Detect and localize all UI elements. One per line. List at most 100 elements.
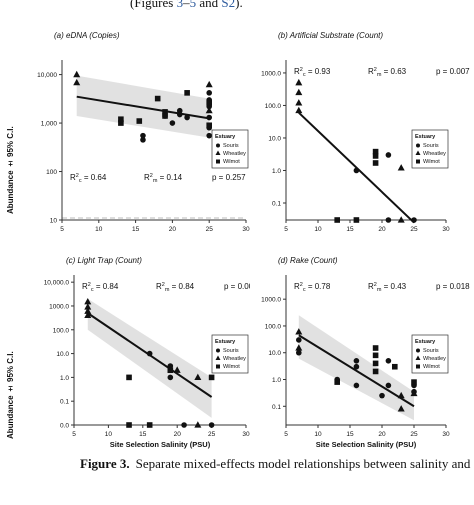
data-point-square: [334, 217, 340, 223]
x-tick-label: 10: [314, 226, 322, 233]
panel-title: (a) eDNA (Copies): [54, 31, 120, 40]
data-point-square: [372, 148, 379, 155]
x-tick-label: 15: [346, 431, 354, 438]
data-point-circle: [169, 120, 176, 126]
legend-marker-triangle: [215, 150, 221, 155]
data-point-triangle: [173, 366, 181, 373]
y-tick-label: 1,000: [41, 121, 58, 128]
data-point-square: [118, 120, 124, 126]
legend-marker-square: [416, 364, 420, 369]
stat-rm: R2m = 0.84: [156, 282, 195, 293]
legend-label: Wilmot: [423, 364, 440, 370]
data-point-square: [372, 153, 379, 159]
figure-link[interactable]: S2: [221, 0, 236, 10]
data-point-circle: [385, 382, 392, 389]
stat-rc: R2c = 0.84: [82, 282, 119, 293]
legend-title: Estuary: [215, 339, 236, 345]
y-tick-label: 100.0: [265, 323, 282, 330]
legend: Estuary Souris Wheatley Wilmot: [411, 129, 449, 169]
data-point-circle: [167, 374, 174, 381]
legend-label: Wheatley: [423, 151, 446, 157]
data-point-square: [126, 422, 132, 428]
y-tick-label: 10,000.0: [44, 280, 70, 287]
y-tick-label: 0.0: [60, 423, 69, 430]
figure-link[interactable]: 3: [176, 0, 184, 10]
legend-marker-square: [216, 364, 220, 369]
stat-p: p = 0.001: [224, 282, 250, 291]
y-axis-title: Abundance ± 95% C.I.: [6, 351, 15, 439]
data-point-circle: [385, 217, 392, 223]
legend-label: Wheatley: [223, 356, 246, 362]
figure-link[interactable]: 5: [189, 0, 197, 10]
data-point-circle: [296, 337, 302, 343]
data-point-triangle: [205, 80, 213, 88]
x-tick-label: 30: [442, 431, 450, 438]
legend: Estuary Souris Wheatley Wilmot: [211, 129, 249, 169]
data-point-triangle: [397, 164, 405, 171]
data-point-circle: [206, 132, 212, 139]
legend-label: Wilmot: [423, 159, 440, 165]
data-point-circle: [296, 349, 302, 356]
chart-panel-b: (b) Artificial Substrate (Count) 0.1 1.0 10…: [261, 31, 470, 233]
data-point-square: [206, 100, 212, 106]
panel-title: (c) Light Trap (Count): [66, 256, 142, 265]
data-point-square: [392, 363, 398, 370]
x-tick-label: 25: [208, 431, 216, 438]
data-point-triangle: [84, 297, 92, 305]
data-point-circle: [140, 132, 146, 139]
y-tick-label: 100: [46, 169, 57, 176]
data-point-circle: [140, 137, 146, 143]
data-point-circle: [379, 392, 385, 399]
data-point-triangle: [410, 389, 418, 397]
fit-line: [87, 312, 213, 398]
stat-p: p = 0.007: [436, 67, 470, 76]
legend-label: Souris: [423, 143, 439, 149]
legend-marker-triangle: [415, 150, 421, 155]
legend-label: Souris: [223, 348, 239, 354]
y-tick-label: 1.0: [272, 168, 281, 175]
y-tick-label: 100.0: [265, 103, 282, 110]
y-tick-label: 0.1: [272, 404, 281, 411]
y-tick-label: 10.0: [268, 135, 281, 142]
legend-marker-circle: [416, 143, 420, 148]
x-tick-label: 15: [346, 226, 354, 233]
legend-label: Souris: [223, 143, 239, 149]
y-tick-label: 0.1: [272, 200, 281, 207]
stat-p: p = 0.257: [212, 173, 246, 182]
data-point-square: [146, 422, 153, 428]
legend-label: Wheatley: [223, 151, 246, 157]
data-point-triangle: [84, 311, 92, 319]
y-tick-label: 10,000: [37, 72, 57, 79]
data-point-triangle: [73, 70, 81, 78]
legend-marker-square: [216, 159, 220, 164]
stat-rc: R2c = 0.93: [294, 67, 331, 78]
data-point-square: [353, 217, 360, 223]
data-point-triangle: [205, 106, 213, 114]
y-tick-label: 1.0: [272, 377, 281, 384]
data-points: [295, 78, 417, 223]
x-axis-title: Site Selection Salinity (PSU): [110, 440, 211, 449]
stat-rm: R2m = 0.63: [368, 67, 407, 78]
data-point-square: [372, 360, 379, 367]
data-point-square: [206, 122, 212, 129]
y-tick-label: 1.0: [60, 375, 69, 382]
x-tick-label: 10: [105, 431, 113, 438]
legend-marker-triangle: [415, 355, 421, 360]
y-axis-title: Abundance ± 95% C.I.: [6, 126, 15, 214]
data-point-triangle: [397, 216, 405, 223]
data-point-square: [154, 95, 161, 102]
figure-caption: Figure 3. Separate mixed-effects model re…: [80, 456, 474, 472]
y-tick-label: 0.1: [60, 399, 69, 406]
chart-panel-d: (d) Rake (Count) 0.1 1.0 10.0 100.0 1000.0 5 10…: [261, 256, 470, 449]
x-tick-label: 5: [284, 431, 288, 438]
x-tick-label: 5: [60, 226, 64, 233]
x-tick-label: 30: [442, 226, 450, 233]
data-point-triangle: [397, 405, 405, 412]
x-tick-label: 5: [72, 431, 76, 438]
data-point-triangle: [295, 328, 303, 335]
chart-panel-c: (c) Light Trap (Count) 0.0 0.1 1.0 10.0 100.0…: [44, 256, 250, 449]
data-point-triangle: [194, 421, 202, 428]
x-tick-label: 15: [139, 431, 147, 438]
data-point-square: [372, 352, 379, 359]
